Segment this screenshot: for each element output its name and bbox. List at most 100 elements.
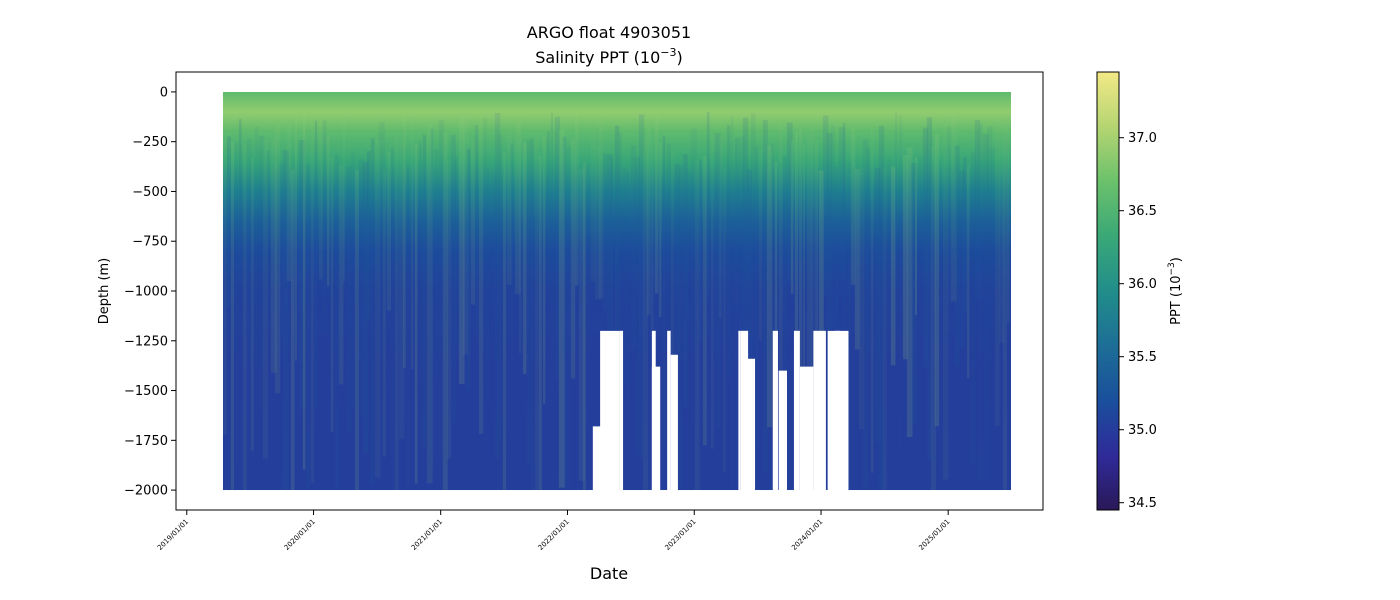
profile-streak [326,136,330,287]
profile-streak [618,132,622,458]
profile-streak [822,115,829,296]
profile-streak [402,113,406,369]
profile-streak [830,125,835,334]
profile-streak [374,139,381,478]
profile-streak [666,143,671,459]
profile-streak [510,143,514,361]
profile-streak [674,164,680,365]
colorbar-label: PPT (10−3) [1167,257,1184,325]
profile-streak [770,144,774,491]
colorbar-fill [1096,71,1120,511]
profile-streak [350,151,356,412]
profile-streak [490,171,497,366]
profile-streak [714,132,721,428]
profile-streak [438,119,445,454]
profile-streak [914,157,918,316]
data-gap [667,330,671,493]
profile-streak [578,168,585,481]
profile-streak [522,142,527,375]
profile-streak [698,160,702,342]
profile-streak [686,170,693,322]
profile-streak [382,169,386,457]
profile-streak [854,169,860,350]
profile-streak [766,145,773,428]
x-tick-label: 2020/01/01 [283,518,317,552]
profile-streak [542,135,546,404]
profile-streak [494,113,501,459]
x-tick-label: 2024/01/01 [790,518,824,552]
profile-streak [426,124,433,484]
profile-streak [694,159,700,491]
x-tick-label: 2023/01/01 [663,518,697,552]
profile-streak [978,123,983,481]
profile-streak [406,165,410,491]
profile-streak [646,126,651,316]
data-gap [738,330,741,493]
profile-streak [362,161,369,454]
profile-streak [654,116,659,294]
profile-streak [754,146,759,447]
profile-streak [518,118,522,354]
data-gaps [619,330,841,493]
profile-streak [462,114,469,355]
profile-streak [262,138,268,459]
profile-streak [926,117,933,460]
profile-streak [982,133,989,483]
profile-streak [546,131,551,282]
profile-streak [534,137,539,491]
chart-subtitle-close: ) [677,48,683,67]
colorbar-label-base: PPT (10 [1169,275,1184,324]
y-tick-label: −1500 [124,384,168,399]
profile-streak [390,147,394,491]
profile-streak [410,113,414,370]
profile-streak [574,112,579,286]
profile-streak [482,117,487,388]
profile-streak [734,137,739,318]
profile-streak [790,140,794,295]
profile-streak [662,136,666,443]
profile-streak [586,164,590,349]
profile-streak [1010,168,1012,456]
profile-streak [706,112,710,297]
profile-streak [290,169,295,491]
chart-subtitle-exponent: −3 [660,46,676,59]
profile-streak [782,155,787,413]
profile-streak [378,122,385,444]
profile-streak [934,133,940,427]
profile-streak [466,148,471,389]
profile-streak [794,130,799,491]
profile-streak [338,164,344,385]
profile-streak [318,115,323,280]
profile-streak [334,154,339,491]
profile-streak [598,117,604,299]
profile-streak [906,147,913,438]
profile-streak [506,131,512,285]
profile-streak [286,124,292,282]
profile-streak [990,147,995,301]
profile-streak [910,162,917,424]
profile-streak [746,169,752,392]
profile-streak [294,117,297,361]
profile-streak [882,167,887,491]
profile-streak [302,113,306,470]
profile-streak [538,155,542,491]
profile-streak [370,138,375,484]
profile-streak [554,116,561,379]
profile-streak [254,126,259,368]
profile-streak [602,153,607,312]
colorbar-tick-label: 36.0 [1128,277,1157,292]
profile-streak [938,160,942,420]
profile-streak [750,113,756,491]
x-axis-label: Date [590,564,628,583]
profile-streak [950,112,957,302]
colorbar-label-close: ) [1169,257,1184,262]
chart-title: ARGO float 4903051 [527,23,691,42]
profile-streak [322,120,327,330]
profile-streak [626,170,629,404]
profile-streak [930,146,936,490]
profile-streak [814,140,818,491]
profile-streak [678,166,683,488]
profile-streak [850,127,856,285]
profile-streak [582,162,586,491]
